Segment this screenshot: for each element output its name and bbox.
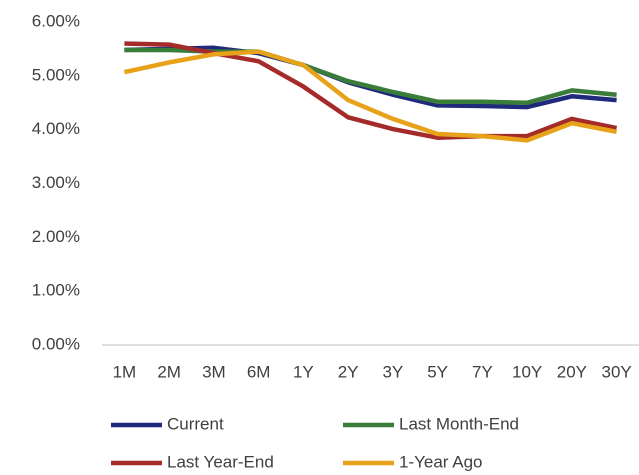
legend-label: Current [167, 414, 224, 433]
legend-label: Last Year-End [167, 452, 274, 471]
x-tick-label: 5Y [427, 362, 448, 381]
x-tick-label: 7Y [472, 362, 493, 381]
x-tick-label: 6M [247, 362, 271, 381]
legend-label: Last Month-End [399, 414, 519, 433]
x-tick-label: 30Y [602, 362, 632, 381]
x-tick-label: 20Y [557, 362, 587, 381]
y-tick-label: 6.00% [32, 11, 80, 30]
y-tick-label: 0.00% [32, 334, 80, 353]
series-line [123, 49, 618, 143]
y-tick-label: 4.00% [32, 119, 80, 138]
x-tick-label: 3Y [382, 362, 403, 381]
legend-label: 1-Year Ago [399, 452, 483, 471]
x-tick-label: 1M [113, 362, 137, 381]
y-tick-label: 3.00% [32, 173, 80, 192]
y-tick-label: 2.00% [32, 227, 80, 246]
x-tick-label: 2Y [338, 362, 359, 381]
x-tick-label: 1Y [293, 362, 314, 381]
x-tick-label: 10Y [512, 362, 542, 381]
x-tick-label: 2M [157, 362, 181, 381]
y-tick-label: 1.00% [32, 281, 80, 300]
series-line [124, 41, 618, 140]
y-tick-label: 5.00% [32, 65, 80, 84]
x-tick-label: 3M [202, 362, 226, 381]
